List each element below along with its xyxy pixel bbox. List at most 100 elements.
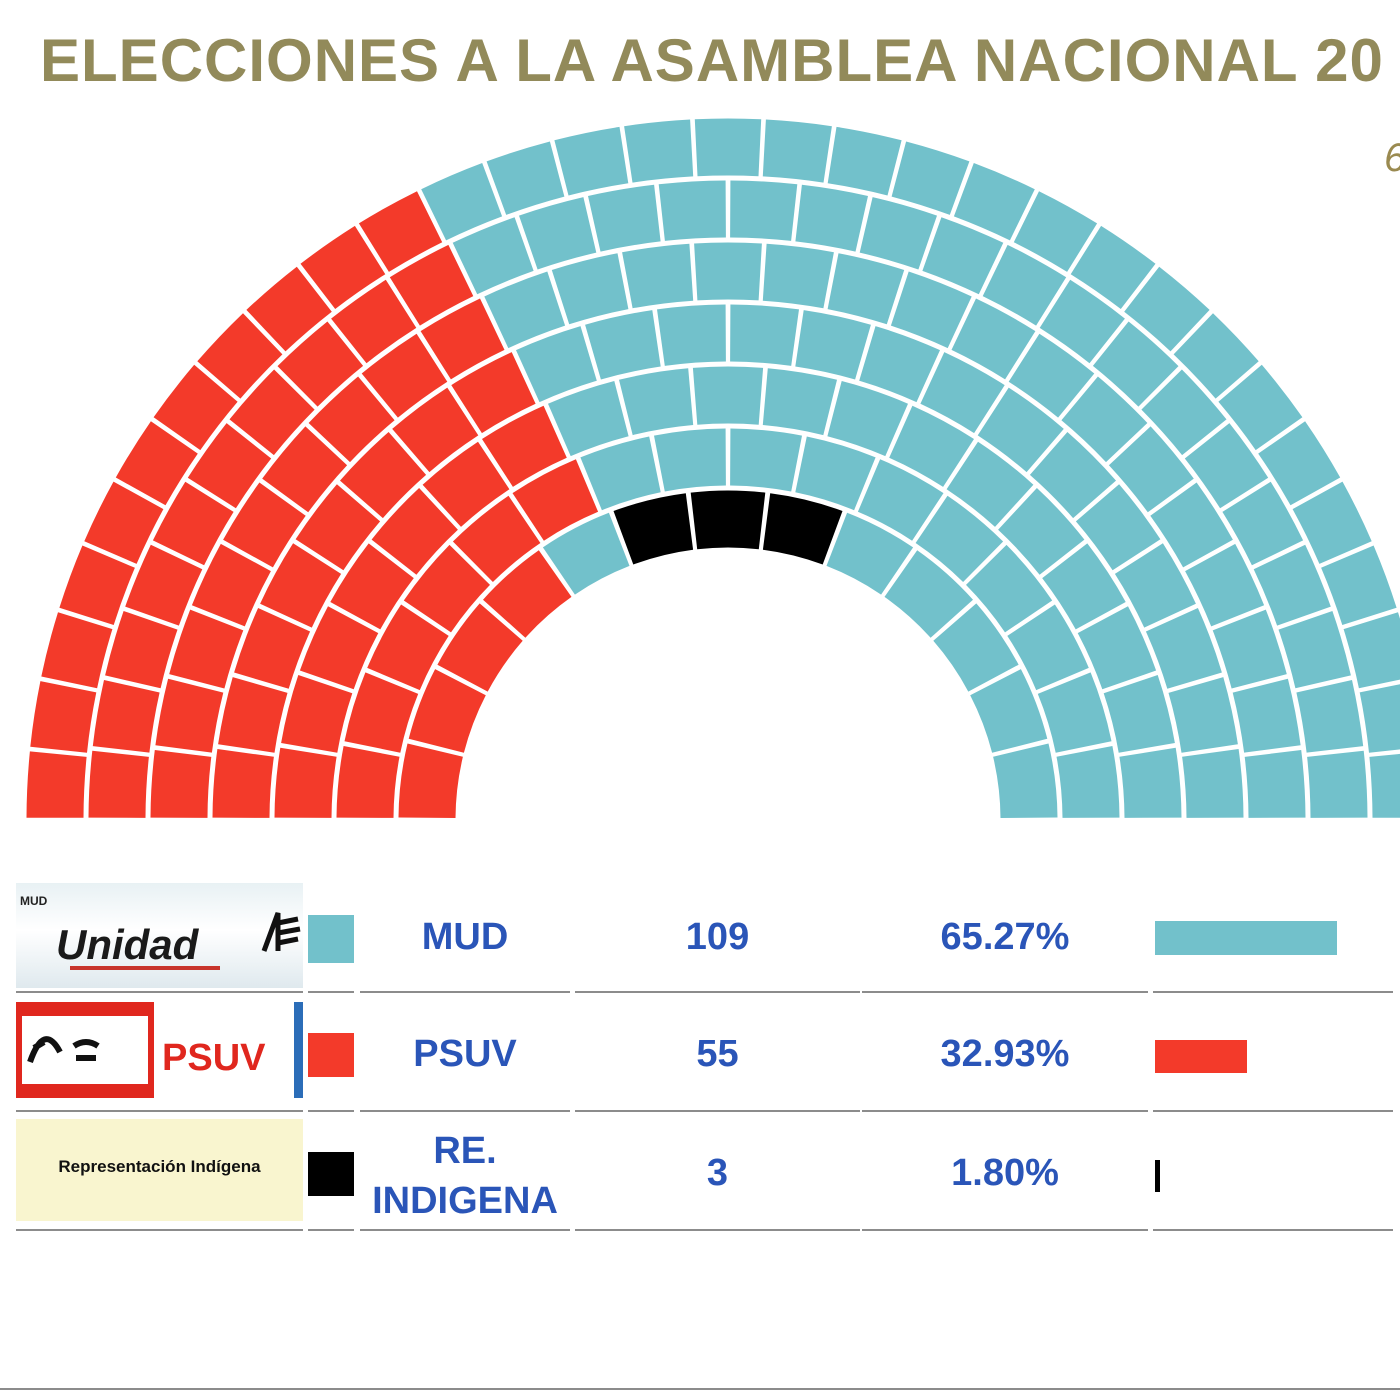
logo-psuv-text: PSUV [162, 1037, 266, 1079]
seat-psuv [153, 364, 238, 451]
seat-psuv [26, 751, 87, 818]
seat-mud [657, 304, 726, 366]
seat-mud [1185, 543, 1265, 627]
row-divider [308, 1110, 354, 1112]
percent-indigena: 1.80% [951, 1152, 1059, 1194]
seat-psuv [191, 543, 271, 627]
page-title: ELECCIONES A LA ASAMBLEA NACIONAL 20 [40, 27, 1384, 94]
seat-indigena [690, 490, 766, 550]
seat-psuv [340, 432, 427, 519]
seat-mud [692, 366, 764, 425]
row-divider [16, 1229, 303, 1231]
seat-psuv [84, 481, 164, 564]
seat-mud [730, 304, 799, 366]
seat-mud [1359, 684, 1400, 753]
seat-mud [486, 141, 565, 215]
seat-mud [484, 271, 566, 349]
seat-psuv [482, 405, 567, 487]
seat-psuv [358, 191, 443, 272]
seat-mud [1092, 321, 1179, 407]
row-divider [1153, 1110, 1393, 1112]
seat-mud [1103, 675, 1175, 753]
seat-mud [622, 243, 694, 309]
seat-mud [1145, 608, 1222, 689]
seat-mud [1077, 606, 1157, 690]
seat-psuv [197, 313, 283, 399]
hemicycle-chart [26, 118, 1400, 818]
seat-psuv [295, 484, 381, 571]
party-name-indigena: RE. INDIGENA [372, 1130, 558, 1222]
row-divider [16, 1110, 303, 1112]
seat-mud [889, 405, 974, 487]
bar-mud [1155, 921, 1337, 955]
party-name-mud: MUD [421, 916, 509, 958]
seat-mud [1218, 364, 1303, 451]
seat-mud [1369, 753, 1400, 818]
seat-psuv [125, 544, 203, 626]
seat-mud [1343, 612, 1400, 689]
seat-psuv [274, 747, 337, 818]
seat-psuv [389, 244, 474, 326]
seat-mud [890, 271, 972, 349]
seat-mud [1108, 426, 1194, 513]
seat-psuv [408, 669, 486, 753]
seat-mud [624, 119, 694, 183]
seats-indigena: 3 [706, 1152, 729, 1194]
seat-psuv [344, 672, 419, 753]
seat-mud [1212, 609, 1287, 689]
seat-psuv [229, 369, 315, 456]
seat-mud [966, 544, 1053, 633]
indigena-logo: Representación Indígena [16, 1119, 303, 1221]
seat-mud [826, 512, 914, 595]
seat-mud [915, 495, 1004, 582]
seat-mud [977, 387, 1064, 473]
seat-mud [1114, 543, 1196, 628]
seat-mud [827, 381, 908, 457]
swatch-mud [308, 915, 354, 963]
seat-psuv [155, 678, 224, 753]
seat-mud [1008, 333, 1095, 418]
seat-psuv [483, 550, 572, 638]
seat-psuv [308, 376, 395, 463]
row-divider [360, 991, 570, 993]
seat-mud [1061, 376, 1148, 463]
seat-psuv [105, 611, 178, 689]
seat-mud [1075, 484, 1161, 571]
seat-mud [1141, 369, 1227, 456]
seat-indigena [613, 493, 694, 565]
seat-mud [762, 243, 834, 309]
seat-psuv [150, 750, 212, 818]
seat-mud [922, 217, 1004, 295]
seat-mud [795, 184, 868, 252]
seat-psuv [277, 321, 364, 407]
bar-indigena [1155, 1160, 1160, 1192]
seat-psuv [336, 746, 400, 818]
seat-mud [580, 436, 661, 511]
percent-mud: 65.27% [940, 916, 1070, 958]
swatch-psuv [308, 1033, 354, 1077]
seat-mud [1292, 481, 1372, 564]
seat-mud [452, 217, 534, 295]
swatch-indigena [308, 1152, 354, 1196]
seat-psuv [451, 352, 536, 434]
seat-psuv [300, 225, 386, 309]
seat-mud [542, 512, 630, 595]
seat-psuv [30, 681, 97, 753]
seat-mud [933, 603, 1019, 692]
seat-mud [1222, 481, 1304, 566]
seat-psuv [367, 604, 449, 691]
row-divider [862, 1110, 1148, 1112]
row-divider [575, 1110, 860, 1112]
seat-mud [795, 436, 876, 511]
seat-mud [1321, 545, 1397, 625]
seat-mud [1056, 746, 1120, 818]
seat-psuv [152, 481, 234, 566]
seat-psuv [218, 677, 288, 753]
logo-indigena-text: Representación Indígena [58, 1157, 261, 1176]
seats-mud: 109 [685, 916, 750, 958]
seat-psuv [262, 426, 348, 513]
seat-psuv [331, 279, 417, 364]
seat-mud [1029, 432, 1116, 519]
seat-mud [585, 310, 661, 380]
seat-mud [1253, 544, 1331, 626]
